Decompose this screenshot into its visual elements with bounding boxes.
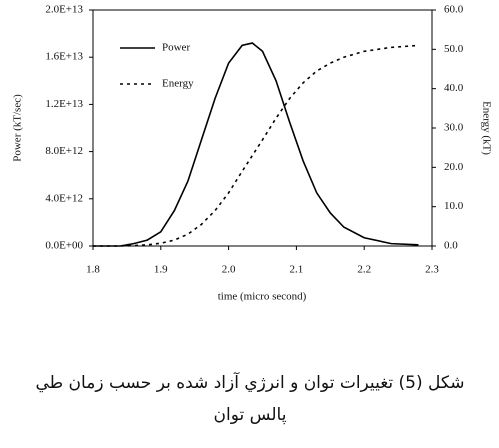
x-tick-label: 2.1 xyxy=(290,264,304,276)
y-axis-label: Power (kT/sec) xyxy=(12,94,24,162)
y2-tick-label: 10.0 xyxy=(444,200,464,212)
y2-tick-label: 60.0 xyxy=(444,4,464,16)
x-axis-label: time (micro second) xyxy=(218,291,307,303)
x-tick-label: 1.9 xyxy=(154,264,168,276)
y2-tick-label: 0.0 xyxy=(444,240,458,252)
caption: شكل (5) تغييرات توان و انرژي آزاد شده بر… xyxy=(35,371,464,393)
plot-frame xyxy=(92,9,433,247)
y2-tick-label: 20.0 xyxy=(444,161,464,173)
y2-axis-label: Energy (kT) xyxy=(480,101,492,155)
y-tick-label: 0.0E+00 xyxy=(45,240,83,252)
series-line xyxy=(93,44,419,247)
legend-label: Energy xyxy=(162,78,194,90)
x-tick-label: 2.0 xyxy=(222,264,236,276)
y-tick-label: 2.0E+13 xyxy=(45,4,83,16)
x-tick-label: 1.8 xyxy=(86,264,100,276)
caption: پالس توان xyxy=(214,405,287,425)
y-tick-label: 8.0E+12 xyxy=(45,145,83,157)
y2-tick-label: 30.0 xyxy=(444,122,464,134)
y2-tick-label: 40.0 xyxy=(444,82,464,94)
y-tick-label: 4.0E+12 xyxy=(45,192,83,204)
y2-tick-label: 50.0 xyxy=(444,43,464,55)
series-line xyxy=(93,42,419,247)
x-tick-label: 2.2 xyxy=(357,264,371,276)
x-tick-label: 2.3 xyxy=(425,264,439,276)
y-tick-label: 1.6E+13 xyxy=(45,51,83,63)
y-tick-label: 1.2E+13 xyxy=(45,98,83,110)
legend-label: Power xyxy=(162,42,190,54)
